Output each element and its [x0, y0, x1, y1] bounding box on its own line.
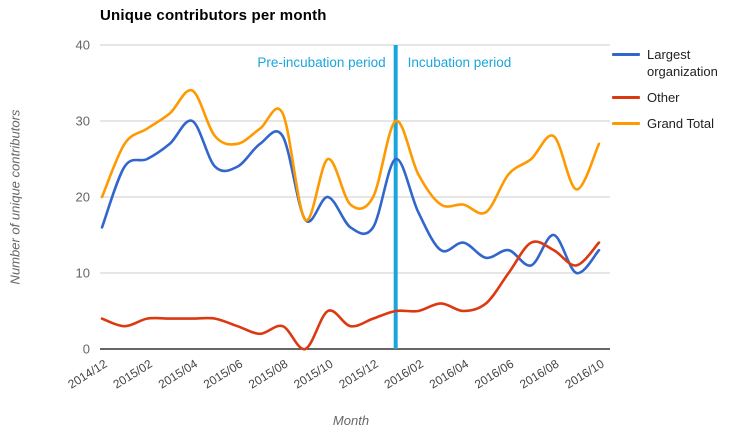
- legend-label: Largest organization: [647, 47, 718, 79]
- series-line-grand-total: [100, 88, 601, 222]
- series-line-other: [100, 240, 601, 351]
- y-tick-label: 30: [76, 114, 90, 129]
- y-tick-label: 0: [83, 342, 90, 357]
- annotations: Pre-incubation period Incubation period: [257, 45, 511, 349]
- legend-label: Grand Total: [647, 116, 714, 131]
- x-tick-label: 2015/10: [291, 357, 335, 392]
- legend-line-icon-other: [612, 96, 640, 99]
- x-tick-label: 2016/10: [562, 357, 606, 392]
- y-tick-label: 20: [76, 190, 90, 205]
- x-tick-label: 2014/12: [65, 357, 109, 392]
- x-tick-label: 2015/08: [246, 357, 290, 392]
- legend: Largest organization Other Grand Total: [612, 46, 727, 132]
- legend-item-largest-organization: Largest organization: [612, 46, 727, 80]
- x-tick-label: 2015/04: [156, 357, 200, 392]
- chart-title: Unique contributors per month: [100, 7, 327, 24]
- x-tick-label: 2016/02: [382, 357, 426, 392]
- x-tick-label: 2015/12: [336, 357, 380, 392]
- x-tick-label: 2015/06: [201, 357, 245, 392]
- x-tick-label: 2016/06: [472, 357, 516, 392]
- y-tick-label: 10: [76, 266, 90, 281]
- gridlines: [100, 44, 610, 350]
- x-tick-label: 2016/08: [517, 357, 561, 392]
- x-tick-label: 2016/04: [427, 357, 471, 392]
- legend-line-icon-largest-organization: [612, 53, 640, 56]
- legend-label: Other: [647, 90, 680, 105]
- x-tick-label: 2015/02: [111, 357, 155, 392]
- incubation-label: Incubation period: [408, 55, 512, 70]
- x-axis-title: Month: [332, 413, 370, 428]
- legend-item-other: Other: [612, 89, 727, 106]
- y-tick-label: 40: [76, 38, 90, 53]
- series-line-largest-organization: [100, 119, 601, 275]
- legend-item-grand-total: Grand Total: [612, 115, 727, 132]
- series-lines: [100, 88, 601, 351]
- pre-incubation-label: Pre-incubation period: [257, 55, 385, 70]
- legend-line-icon-grand-total: [612, 122, 640, 125]
